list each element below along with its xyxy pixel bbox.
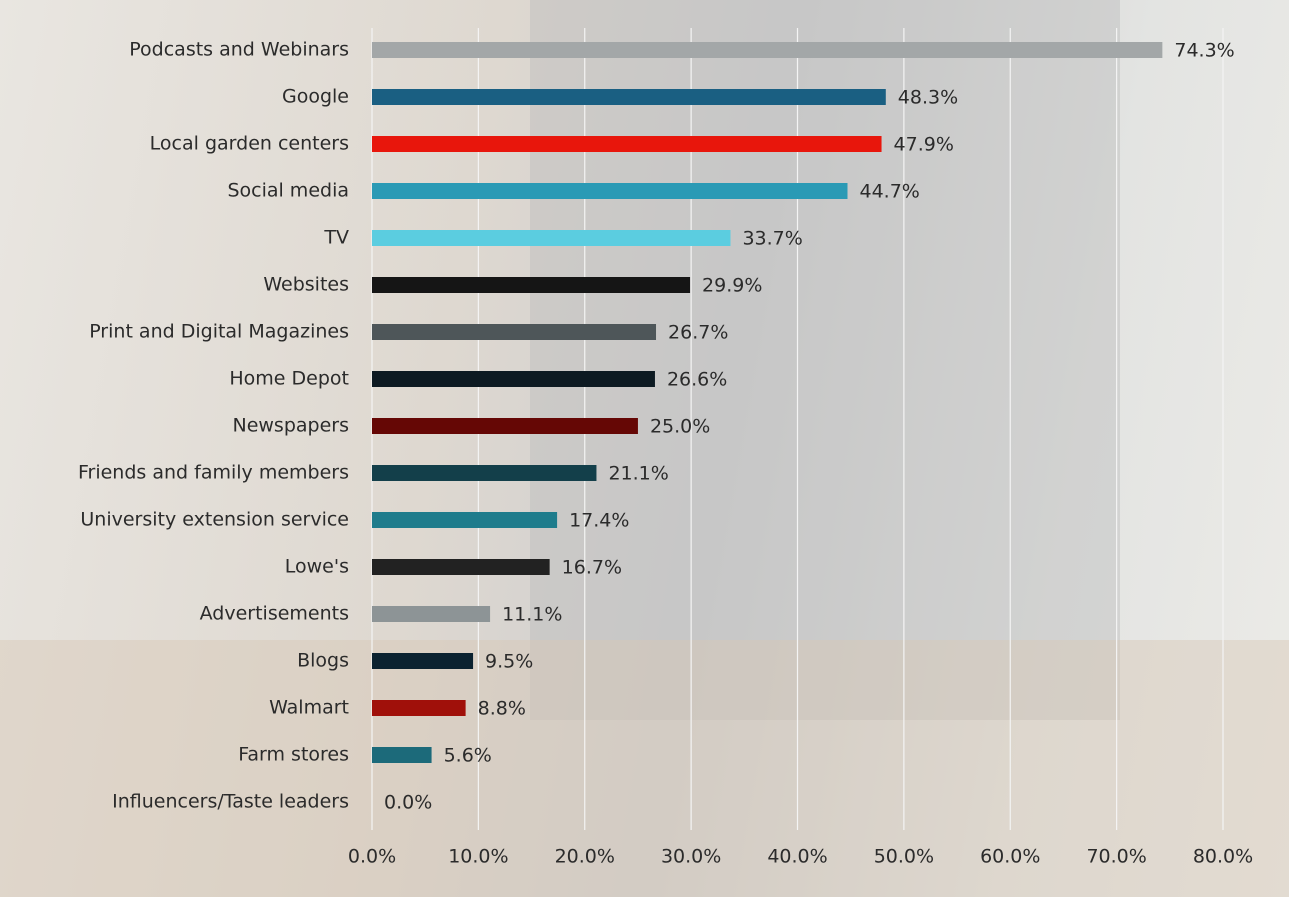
- background-monitor: [530, 0, 1120, 720]
- category-label: Walmart: [269, 697, 349, 719]
- category-label: Influencers/Taste leaders: [112, 791, 349, 813]
- category-label: Farm stores: [238, 744, 349, 766]
- value-label: 47.9%: [894, 134, 954, 156]
- value-label: 26.6%: [667, 369, 727, 391]
- x-tick-label: 30.0%: [661, 846, 721, 868]
- x-tick-label: 40.0%: [767, 846, 827, 868]
- bar: [372, 747, 432, 763]
- bar: [372, 277, 690, 293]
- value-label: 11.1%: [502, 604, 562, 626]
- category-label: Friends and family members: [78, 462, 349, 484]
- value-label: 25.0%: [650, 416, 710, 438]
- bar: [372, 653, 473, 669]
- value-label: 33.7%: [742, 228, 802, 250]
- chart: 0.0% 10.0% 20.0% 30.0% 40.0% 50.0% 60.0% 70.0% 8…: [0, 0, 1289, 897]
- x-tick-label: 20.0%: [555, 846, 615, 868]
- x-tick-label: 10.0%: [448, 846, 508, 868]
- x-tick-label: 70.0%: [1086, 846, 1146, 868]
- x-tick-label: 60.0%: [980, 846, 1040, 868]
- bar: [372, 42, 1162, 58]
- category-label: Websites: [263, 274, 349, 296]
- bar: [372, 559, 550, 575]
- bar: [372, 89, 886, 105]
- value-label: 16.7%: [562, 557, 622, 579]
- value-label: 8.8%: [478, 698, 526, 720]
- category-label: Google: [282, 86, 349, 108]
- category-label: Advertisements: [200, 603, 349, 625]
- value-label: 0.0%: [384, 792, 432, 814]
- value-label: 21.1%: [608, 463, 668, 485]
- category-label: Newspapers: [232, 415, 349, 437]
- bar: [372, 136, 882, 152]
- x-tick-label: 0.0%: [348, 846, 396, 868]
- value-label: 5.6%: [444, 745, 492, 767]
- value-label: 9.5%: [485, 651, 533, 673]
- category-label: Podcasts and Webinars: [129, 39, 349, 61]
- category-label: Home Depot: [229, 368, 349, 390]
- x-tick-label: 50.0%: [874, 846, 934, 868]
- category-label: Local garden centers: [150, 133, 349, 155]
- category-label: Print and Digital Magazines: [89, 321, 349, 343]
- bar: [372, 183, 847, 199]
- bar: [372, 230, 730, 246]
- value-label: 44.7%: [859, 181, 919, 203]
- value-label: 17.4%: [569, 510, 629, 532]
- bar: [372, 418, 638, 434]
- x-tick-label: 80.0%: [1193, 846, 1253, 868]
- category-label: Blogs: [297, 650, 349, 672]
- bar: [372, 512, 557, 528]
- value-label: 48.3%: [898, 87, 958, 109]
- category-label: University extension service: [80, 509, 349, 531]
- category-label: Social media: [227, 180, 349, 202]
- value-label: 74.3%: [1174, 40, 1234, 62]
- bar: [372, 324, 656, 340]
- category-label: Lowe's: [285, 556, 349, 578]
- value-label: 29.9%: [702, 275, 762, 297]
- category-label: TV: [323, 227, 349, 249]
- bar: [372, 700, 466, 716]
- bar: [372, 371, 655, 387]
- bar: [372, 465, 596, 481]
- bar: [372, 606, 490, 622]
- value-label: 26.7%: [668, 322, 728, 344]
